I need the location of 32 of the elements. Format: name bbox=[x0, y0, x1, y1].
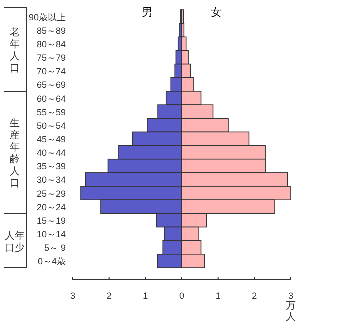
y-tick-label: 20～24 bbox=[36, 202, 66, 212]
x-tick-label: 2 bbox=[252, 291, 258, 301]
y-tick-label: 30～34 bbox=[36, 175, 66, 186]
x-tick-label: 1 bbox=[143, 291, 148, 301]
y-tick-label: 60～64 bbox=[36, 94, 66, 104]
x-tick-label: 1 bbox=[216, 291, 221, 301]
y-tick-label: 0～4歳 bbox=[38, 256, 66, 267]
text: 生産年齢人口 bbox=[10, 118, 20, 190]
y-tick-label: 10～14 bbox=[36, 230, 66, 240]
x-tick-label: 3 bbox=[288, 291, 294, 301]
y-tick-label: 80～84 bbox=[36, 39, 66, 50]
text: 女 bbox=[211, 7, 222, 19]
text: 老年人口 bbox=[10, 26, 20, 75]
x-axis-title: 万人 bbox=[286, 301, 296, 323]
y-tick-label: 15～19 bbox=[36, 216, 66, 226]
text: 男 bbox=[142, 7, 153, 19]
y-tick-label: 5～ 9 bbox=[44, 243, 66, 254]
y-tick-label: 40～44 bbox=[36, 148, 66, 158]
x-tick-label: 3 bbox=[70, 291, 76, 301]
x-tick-label: 0 bbox=[179, 291, 185, 301]
text: 年少人口 bbox=[5, 230, 25, 254]
y-tick-label: 50～54 bbox=[36, 120, 66, 131]
y-tick-label: 85～89 bbox=[36, 26, 66, 36]
x-tick-label: 2 bbox=[106, 291, 112, 301]
y-tick-label: 55～59 bbox=[36, 107, 66, 118]
y-tick-label: 35～39 bbox=[36, 162, 66, 172]
y-tick-label: 45～49 bbox=[36, 134, 66, 144]
y-tick-label: 75～79 bbox=[36, 53, 66, 64]
y-tick-label: 65～69 bbox=[36, 80, 66, 90]
y-tick-label: 70～74 bbox=[36, 66, 66, 77]
y-tick-label: 25～29 bbox=[36, 188, 66, 199]
y-tick-label: 90歳以上 bbox=[28, 12, 66, 22]
